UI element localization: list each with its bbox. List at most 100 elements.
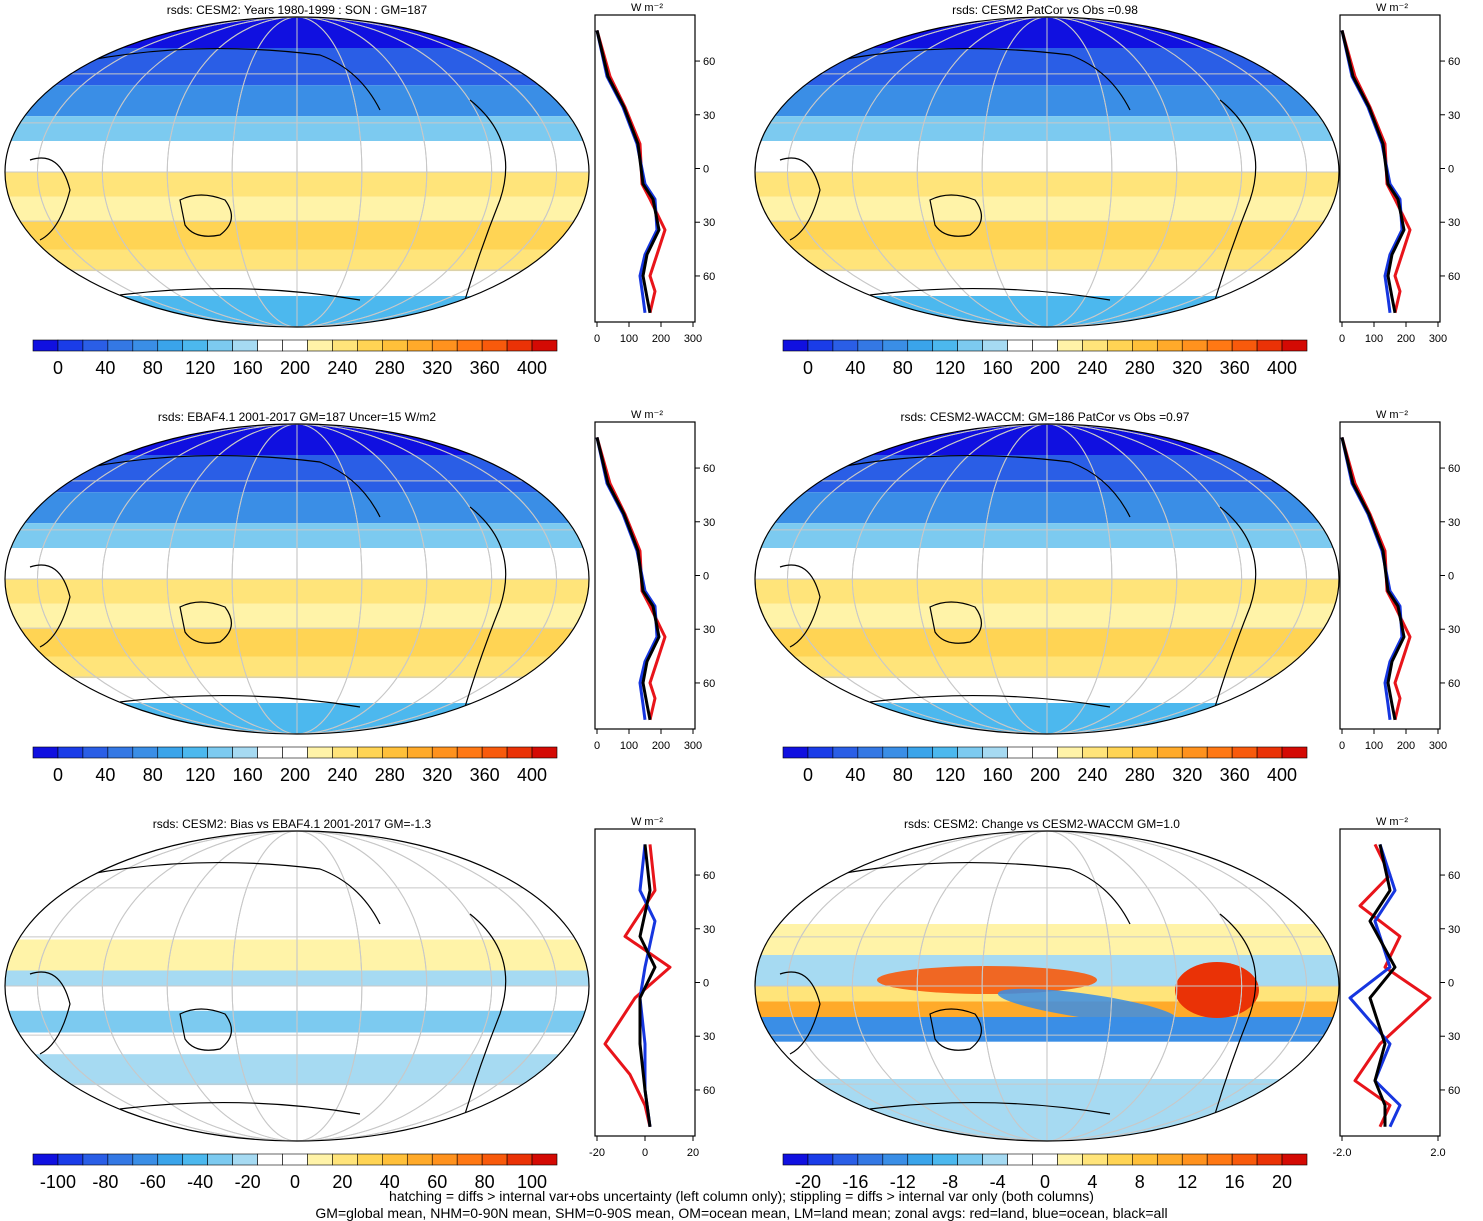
positive-anomaly-indian-ocean [877,966,1097,994]
colorbar-label: 60 [427,1172,447,1192]
colorbar-label: 0 [290,1172,300,1192]
colorbar-swatch [82,746,109,759]
colorbar: 0 40 80 120 160 200 240 280 320 360 400 [782,746,1308,785]
colorbar-swatch [157,746,184,759]
colorbar-swatch [307,746,333,759]
colorbar-swatch [107,339,134,352]
colorbar: -100 -80 -60 -40 -20 0 20 40 60 80 100 [32,1153,558,1192]
colorbar-label: 120 [185,358,215,378]
value-tick-label: 200 [1397,740,1415,752]
colorbar-label: 400 [517,765,547,785]
zonal-line-all [595,437,661,721]
value-tick-label: -20 [589,1147,605,1159]
latitude-label: 60N [1448,463,1460,475]
value-tick-label: 2.0 [1430,1147,1445,1159]
colorbar-swatch [332,746,358,759]
colorbar-label: 0 [53,765,63,785]
zonal-line-land [1353,843,1432,1128]
zonal-line-land [603,844,672,1128]
colorbar-label: 120 [185,765,215,785]
colorbar-swatch [282,746,308,759]
latitude-label: 60N [1448,56,1460,68]
colorbar-swatch [957,339,983,352]
latitude-label: 0 [1448,571,1454,583]
colorbar-swatch [357,746,383,759]
colorbar-swatch [1132,1153,1158,1166]
colorbar-swatch [232,339,258,352]
plot-frame [1339,14,1441,323]
colorbar-label: 40 [95,358,115,378]
colorbar-swatch [57,339,84,352]
map-outline [754,423,1340,735]
colorbar-swatch [1082,746,1108,759]
colorbar-swatch [107,746,134,759]
map-fill [755,424,1339,734]
colorbar-swatch [807,339,834,352]
colorbar-label: 0 [1040,1172,1050,1192]
colorbar-label: 40 [95,765,115,785]
plot-frame [594,421,696,730]
robinson-map [4,830,590,1142]
colorbar-label: 400 [517,358,547,378]
colorbar-swatch [857,339,884,352]
colorbar-swatch [382,746,408,759]
colorbar-label: 280 [1125,358,1155,378]
zonal-average-plot: W m⁻² 60N 30N 0 30S 60S 0 100 200 300 [1339,2,1468,345]
colorbar-swatch [782,1153,809,1166]
latitude-label: 0 [703,978,709,990]
colorbar-swatch [882,746,909,759]
colorbar-label: 40 [845,765,865,785]
map-outline [754,830,1340,1142]
colorbar-swatch [907,1153,934,1166]
latitude-label: 0 [703,571,709,583]
colorbar-label: -80 [92,1172,118,1192]
colorbar-label: 240 [1077,358,1107,378]
robinson-map [754,423,1340,735]
colorbar-swatch [431,746,458,759]
value-tick-label: 200 [652,740,670,752]
colorbar-label: 320 [422,765,452,785]
robinson-map [4,423,590,735]
colorbar-swatch [257,339,283,352]
coastlines [29,47,507,301]
robinson-map [754,16,1340,328]
colorbar-swatch [456,746,483,759]
map-panel-cesm2-patcor: rsds: CESM2 PatCor vs Obs =0.98 0 40 80 120… [750,0,1350,380]
colorbar-swatch [207,339,233,352]
colorbar-swatch [1156,1153,1183,1166]
coastlines [29,861,507,1115]
robinson-map [754,830,1340,1142]
colorbar-label: -12 [890,1172,916,1192]
colorbar-swatch [382,1153,408,1166]
footer-line-1: hatching = diffs > internal var+obs unce… [389,1188,1094,1204]
colorbar-swatch [1032,746,1058,759]
colorbar-swatch [481,746,508,759]
colorbar-swatch [357,339,383,352]
colorbar-swatch [1132,746,1158,759]
colorbar-label: 0 [803,358,813,378]
colorbar-swatch [82,339,109,352]
graticule [5,831,589,1141]
map-outline [4,16,590,328]
colorbar-label: 80 [893,358,913,378]
zonal-plot-ebaf: W m⁻² 60N 30N 0 30S 60S 0 100 200 300 [585,407,723,767]
colorbar-swatch [232,746,258,759]
colorbar-swatch [1057,746,1083,759]
colorbar-swatch [1206,1153,1233,1166]
colorbar-swatch [807,1153,834,1166]
colorbar-swatch [32,746,59,759]
colorbar-swatch [182,746,208,759]
colorbar-swatch [982,1153,1008,1166]
colorbar-swatch [1231,1153,1258,1166]
colorbar-swatch [832,339,859,352]
colorbar-label: -20 [235,1172,261,1192]
colorbar-swatch [107,1153,134,1166]
colorbar-swatch [1007,339,1033,352]
colorbar-swatch [1082,339,1108,352]
colorbar-swatch [157,339,184,352]
colorbar-label: 20 [1272,1172,1292,1192]
negative-anomaly-pacific [997,988,1177,1024]
colorbar-swatch [832,746,859,759]
colorbar-swatch [832,1153,859,1166]
colorbar-label: 360 [1220,765,1250,785]
